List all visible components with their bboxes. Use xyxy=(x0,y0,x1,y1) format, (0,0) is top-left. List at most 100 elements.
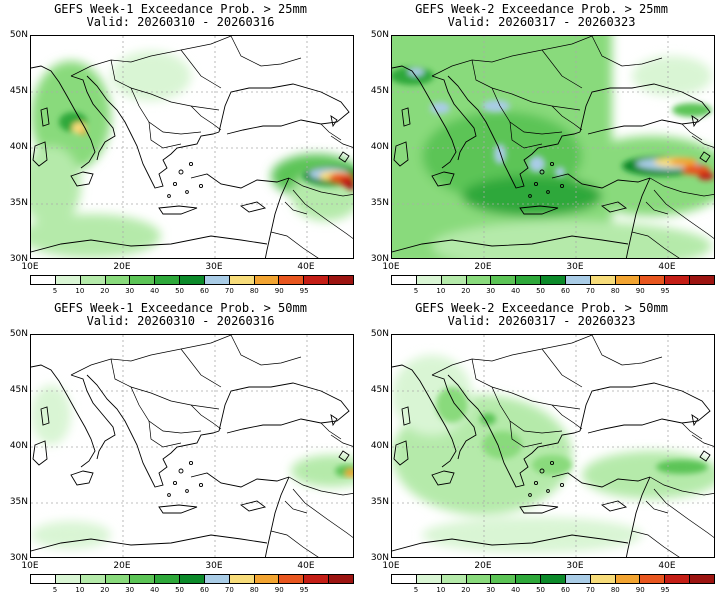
colorbar-swatch xyxy=(640,276,666,284)
colorbar-swatch xyxy=(55,575,81,583)
colorbar-tick-label: 70 xyxy=(224,586,234,594)
panel-valid-dates: Valid: 20260310 - 20260316 xyxy=(86,314,275,328)
colorbar-tick-label: 90 xyxy=(274,586,284,594)
colorbar-swatch xyxy=(690,575,714,583)
lat-label: 45N xyxy=(370,385,389,395)
colorbar-swatch xyxy=(304,575,330,583)
colorbar-tick-label: 10 xyxy=(75,586,85,594)
colorbar-tick-label: 50 xyxy=(175,287,184,295)
colorbar-tick-label: 95 xyxy=(660,287,670,295)
colorbar-swatch xyxy=(105,276,131,284)
lon-label: 40E xyxy=(658,262,676,272)
lat-label: 30N xyxy=(370,254,389,264)
panel-title: GEFS Week-1 Exceedance Prob. > 25mm xyxy=(54,2,307,16)
panel-title: GEFS Week-2 Exceedance Prob. > 50mm xyxy=(415,301,668,315)
colorbar-swatch xyxy=(441,575,467,583)
probability-map xyxy=(391,35,715,259)
colorbar-swatch xyxy=(130,276,156,284)
colorbar-tick-label: 30 xyxy=(486,586,496,594)
colorbar-tick-label: 10 xyxy=(436,586,446,594)
lon-label: 40E xyxy=(297,262,315,272)
colorbar-tick-label: 10 xyxy=(436,287,446,295)
colorbar-tick-label: 95 xyxy=(299,586,309,594)
colorbar-swatch xyxy=(392,276,417,284)
probability-map xyxy=(30,334,354,558)
colorbar-tick-label: 30 xyxy=(486,287,496,295)
panel-valid-dates: Valid: 20260317 - 20260323 xyxy=(447,314,636,328)
colorbar-tick-label: 20 xyxy=(461,586,471,594)
colorbar-swatch xyxy=(640,575,666,583)
colorbar-swatch xyxy=(541,575,566,583)
colorbar-swatch xyxy=(615,575,641,583)
lat-label: 35N xyxy=(9,497,28,507)
colorbar-tick-label: 80 xyxy=(610,287,620,295)
lon-label: 20E xyxy=(474,262,492,272)
lat-label: 50N xyxy=(9,30,28,40)
colorbar-swatch xyxy=(130,575,156,583)
colorbar-tick-label: 30 xyxy=(125,287,135,295)
colorbar-swatch xyxy=(416,276,442,284)
lat-label: 50N xyxy=(370,329,389,339)
colorbar xyxy=(391,574,715,584)
colorbar-tick-label: 80 xyxy=(249,287,259,295)
colorbar-swatch xyxy=(80,575,106,583)
colorbar-tick-label: 20 xyxy=(100,287,110,295)
lon-label: 30E xyxy=(205,561,223,571)
colorbar-tick-label: 5 xyxy=(52,287,58,295)
colorbar-swatch xyxy=(254,276,280,284)
colorbar-tick-label: 50 xyxy=(175,586,184,594)
panel-title: GEFS Week-2 Exceedance Prob. > 25mm xyxy=(415,2,668,16)
colorbar-swatch xyxy=(541,276,566,284)
lat-label: 45N xyxy=(9,86,28,96)
lon-label: 10E xyxy=(21,561,39,571)
lat-label: 40N xyxy=(9,142,28,152)
colorbar-swatch xyxy=(466,575,492,583)
colorbar-swatch xyxy=(31,276,56,284)
colorbar-tick-label: 60 xyxy=(199,586,209,594)
colorbar-swatch xyxy=(105,575,131,583)
lat-label: 45N xyxy=(370,86,389,96)
lat-label: 40N xyxy=(370,142,389,152)
lat-label: 30N xyxy=(9,254,28,264)
panel-week1-50mm: GEFS Week-1 Exceedance Prob. > 50mm Vali… xyxy=(0,299,361,598)
colorbar-swatch xyxy=(204,575,230,583)
colorbar-tick-label: 50 xyxy=(536,287,545,295)
lat-label: 30N xyxy=(370,553,389,563)
lat-label: 45N xyxy=(9,385,28,395)
panel-week1-25mm: GEFS Week-1 Exceedance Prob. > 25mm Vali… xyxy=(0,0,361,299)
lon-label: 20E xyxy=(113,262,131,272)
colorbar-swatch xyxy=(491,575,517,583)
colorbar-tick-label: 60 xyxy=(560,287,570,295)
panel-week2-50mm: GEFS Week-2 Exceedance Prob. > 50mm Vali… xyxy=(361,299,722,598)
probability-map xyxy=(30,35,354,259)
lat-label: 35N xyxy=(9,198,28,208)
lon-label: 40E xyxy=(297,561,315,571)
colorbar-swatch xyxy=(55,276,81,284)
colorbar-tick-label: 20 xyxy=(461,287,471,295)
colorbar-swatch xyxy=(229,276,255,284)
colorbar-tick-label: 70 xyxy=(585,586,595,594)
colorbar-tick-label: 80 xyxy=(249,586,259,594)
panel-week2-25mm: GEFS Week-2 Exceedance Prob. > 25mm Vali… xyxy=(361,0,722,299)
colorbar-tick-label: 95 xyxy=(660,586,670,594)
colorbar-swatch xyxy=(80,276,106,284)
colorbar-tick-label: 70 xyxy=(585,287,595,295)
colorbar-swatch xyxy=(254,575,280,583)
colorbar-tick-label: 50 xyxy=(536,586,545,594)
colorbar-tick-label: 95 xyxy=(299,287,309,295)
colorbar-tick-label: 90 xyxy=(635,287,645,295)
colorbar-swatch xyxy=(180,276,205,284)
colorbar-swatch xyxy=(690,276,714,284)
colorbar-swatch xyxy=(279,575,305,583)
colorbar-swatch xyxy=(180,575,205,583)
lon-label: 20E xyxy=(474,561,492,571)
colorbar-tick-label: 40 xyxy=(511,586,521,594)
colorbar-tick-label: 90 xyxy=(274,287,284,295)
colorbar-swatch xyxy=(466,276,492,284)
colorbar-swatch xyxy=(304,276,330,284)
colorbar-swatch xyxy=(590,575,616,583)
colorbar-tick-label: 40 xyxy=(150,287,160,295)
colorbar-swatch xyxy=(615,276,641,284)
colorbar-swatch xyxy=(31,575,56,583)
colorbar-swatch xyxy=(665,276,691,284)
